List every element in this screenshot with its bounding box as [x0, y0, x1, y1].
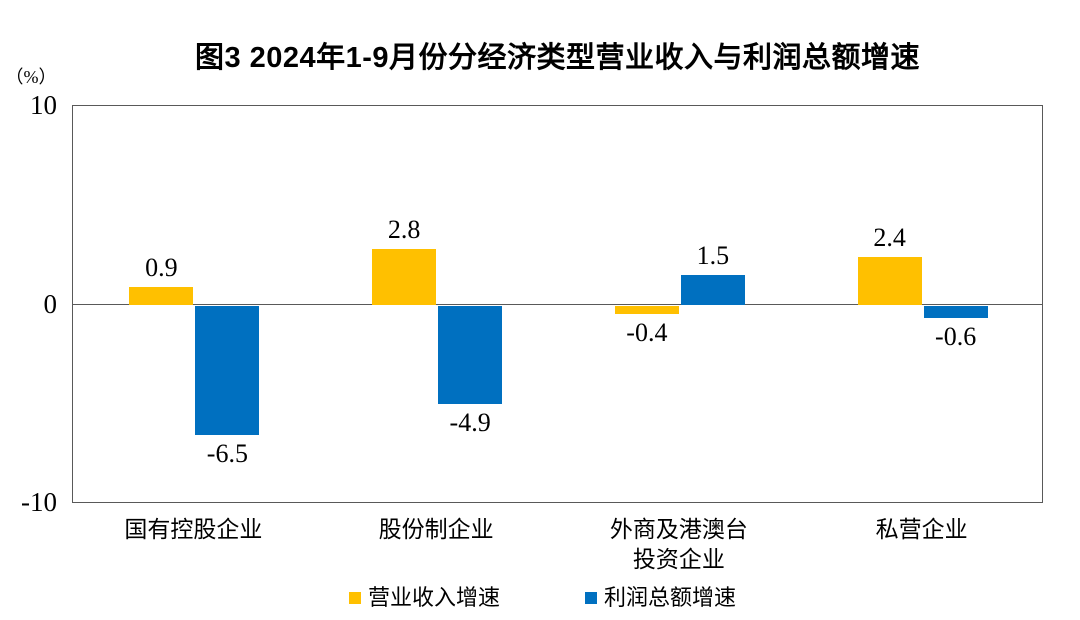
y-axis-tick-neg10: -10: [21, 487, 57, 517]
chart-title: 图3 2024年1-9月份分经济类型营业收入与利润总额增速: [194, 42, 921, 74]
y-axis-tick-10: 10: [30, 90, 57, 120]
legend-label-revenue-growth: 营业收入增速: [368, 585, 501, 610]
legend-label-profit-growth: 利润总额增速: [604, 585, 737, 610]
revenue-growth-value-label-2: -0.4: [626, 317, 668, 347]
x-category-label-0: 国有控股企业: [124, 517, 263, 542]
plot-area: 0.9 -6.5 2.8 -4.9 -0.4 1.5 2.4 -0.6: [72, 105, 1043, 503]
revenue-growth-bar-2: [614, 306, 679, 314]
profit-growth-value-label-1: -4.9: [449, 407, 491, 437]
profit-growth-value-label-3: -0.6: [935, 321, 977, 351]
profit-growth-bar-0: [195, 306, 260, 436]
y-axis-unit-label: （%）: [5, 67, 57, 87]
legend-item-revenue-growth: 营业收入增速: [349, 584, 500, 612]
x-category-label-2: 外商及港澳台 投资企业: [609, 517, 748, 572]
revenue-growth-bar-3: [857, 257, 922, 305]
profit-growth-bar-1: [438, 306, 503, 404]
x-axis-category-labels: 国有控股企业 股份制企业 外商及港澳台 投资企业 私营企业: [72, 515, 1043, 581]
legend-item-profit-growth: 利润总额增速: [585, 584, 736, 612]
revenue-growth-value-label-1: 2.8: [387, 215, 421, 245]
y-axis-tick-0: 0: [43, 289, 58, 319]
revenue-growth-bar-1: [372, 249, 437, 305]
revenue-growth-value-label-0: 0.9: [145, 253, 178, 283]
profit-growth-bar-3: [923, 306, 988, 318]
legend-swatch-revenue-icon: [349, 592, 361, 604]
profit-growth-value-label-0: -6.5: [206, 439, 248, 469]
x-category-label-1: 股份制企业: [378, 517, 494, 542]
revenue-growth-bar-0: [129, 287, 194, 305]
revenue-growth-value-label-3: 2.4: [873, 223, 906, 253]
profit-growth-bar-2: [680, 275, 745, 305]
legend-swatch-profit-icon: [585, 592, 597, 604]
chart-legend: 营业收入增速 利润总额增速: [0, 584, 1080, 612]
zero-baseline: [73, 304, 1042, 305]
x-category-label-3: 私营企业: [875, 517, 968, 542]
profit-growth-value-label-2: 1.5: [696, 241, 730, 271]
